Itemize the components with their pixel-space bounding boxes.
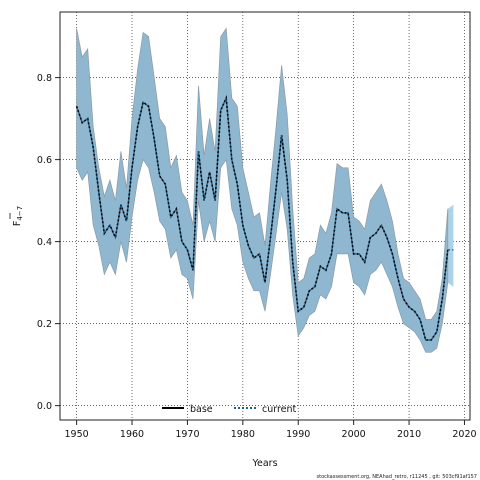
x-tick-label-1980: 1980: [231, 429, 255, 440]
plot-frame: [59, 11, 471, 421]
x-axis: 1950 1960 1970 1980 1990 2000 2010 2020: [65, 420, 477, 440]
y-axis-title-subscript: 4−7: [16, 206, 24, 221]
y-axis-title: F4−7: [9, 206, 24, 226]
footnote: stockassessment.org, NEAhad_retro, r1124…: [317, 474, 478, 480]
x-tick-label-2000: 2000: [342, 429, 366, 440]
y-tick-label-0.8: 0.8: [37, 73, 52, 84]
legend: base current: [162, 404, 297, 415]
y-axis-title-main: F4−7: [12, 206, 24, 226]
x-tick-label-2010: 2010: [397, 429, 421, 440]
y-axis-title-symbol: F: [12, 221, 23, 226]
x-tick-label-1970: 1970: [175, 429, 199, 440]
confidence-band-tail: [447, 204, 454, 287]
x-tick-label-2020: 2020: [452, 429, 476, 440]
series-line-current: [75, 95, 454, 341]
y-tick-label-0.2: 0.2: [37, 319, 52, 330]
confidence-band-area: [76, 27, 449, 353]
confidence-band: [76, 27, 454, 353]
y-tick-label-0.4: 0.4: [37, 237, 52, 248]
x-tick-label-1990: 1990: [286, 429, 310, 440]
legend-label-current: current: [262, 404, 297, 415]
series-lines: [75, 94, 454, 341]
x-axis-title: Years: [251, 458, 277, 469]
y-tick-label-0: 0.0: [37, 401, 52, 412]
legend-label-base: base: [190, 404, 213, 415]
series-line-base: [75, 94, 449, 341]
y-tick-label-0.6: 0.6: [37, 155, 52, 166]
y-axis: 0.0 0.2 0.4 0.6 0.8: [37, 73, 60, 412]
x-tick-label-1960: 1960: [120, 429, 144, 440]
x-tick-label-1950: 1950: [65, 429, 89, 440]
